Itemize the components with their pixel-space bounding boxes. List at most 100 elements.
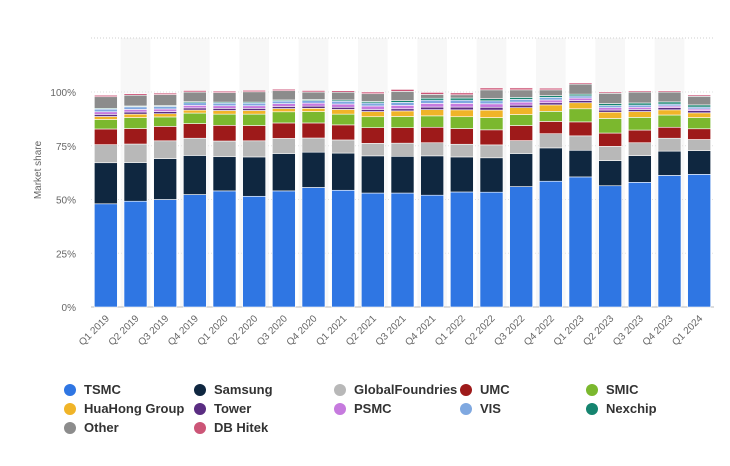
bar-segment <box>212 105 237 109</box>
bar-segment <box>153 140 177 159</box>
bar-segment <box>390 108 415 112</box>
bar-segment <box>657 114 682 128</box>
bar-segment <box>183 109 207 114</box>
bar-segment <box>450 143 474 158</box>
bar-segment <box>390 116 415 128</box>
bar-segment <box>657 126 682 139</box>
bar-segment <box>539 99 563 104</box>
bar-segment <box>628 182 652 308</box>
x-tick-label: Q2 2021 <box>344 313 379 348</box>
bar-segment <box>94 111 118 115</box>
x-tick-label: Q4 2022 <box>522 313 557 348</box>
bar-segment <box>390 105 415 110</box>
bar-segment <box>183 102 207 106</box>
legend-label: Other <box>84 420 119 435</box>
legend-item[interactable]: DB Hitek <box>194 420 268 435</box>
bar-segment <box>272 122 296 139</box>
legend-item[interactable]: GlobalFoundries <box>334 382 457 397</box>
bar-segment <box>123 113 148 118</box>
bar-segment <box>657 175 682 308</box>
bar-segment <box>420 194 444 308</box>
bar-segment <box>598 132 622 147</box>
bar-segment <box>598 107 622 111</box>
bar-segment <box>628 111 652 118</box>
bar-segment <box>153 94 177 106</box>
x-tick-label: Q4 2020 <box>285 313 320 348</box>
bar-segment <box>598 111 622 119</box>
legend-item[interactable]: Other <box>64 420 119 435</box>
bar-segment <box>568 100 593 104</box>
bar-segment <box>628 142 652 156</box>
bar-segment <box>301 137 326 153</box>
y-axis-title: Market share <box>33 140 44 199</box>
legend-item[interactable]: VIS <box>460 401 501 416</box>
bar-segment <box>450 109 474 118</box>
legend-label: DB Hitek <box>214 420 269 435</box>
bar-segment <box>568 82 593 85</box>
legend-item[interactable]: Nexchip <box>586 401 657 416</box>
bar-segment <box>450 99 474 104</box>
legend-item[interactable]: TSMC <box>64 382 121 397</box>
bar-segment <box>628 91 652 104</box>
legend-label: SMIC <box>606 382 639 397</box>
bar-segment <box>361 93 385 102</box>
bar-segment <box>687 104 711 108</box>
bar-segment <box>568 83 593 95</box>
bar-segment <box>539 87 563 91</box>
x-tick-label: Q2 2020 <box>225 313 260 348</box>
bar-segment <box>94 128 118 145</box>
bar-segment <box>212 92 237 103</box>
bar-segment <box>390 142 415 157</box>
bar-segment <box>687 110 711 114</box>
bar-segment <box>509 114 533 126</box>
bar-segment <box>123 143 148 163</box>
bar-segment <box>301 187 326 308</box>
bar-segment <box>390 155 415 194</box>
bar-segment <box>212 108 237 111</box>
bar-segment <box>123 117 148 129</box>
bar-segment <box>331 106 355 110</box>
legend-label: VIS <box>480 401 501 416</box>
bar-segment <box>331 100 355 105</box>
bar-segment <box>450 92 474 96</box>
legend-item[interactable]: UMC <box>460 382 510 397</box>
bar-segment <box>687 128 711 140</box>
bar-segment <box>657 91 682 103</box>
bar-segment <box>361 111 385 118</box>
bar-segment <box>123 111 148 115</box>
legend-item[interactable]: Samsung <box>194 382 273 397</box>
bar-segment <box>479 191 504 308</box>
bar-segment <box>687 150 711 175</box>
legend-item[interactable]: SMIC <box>586 382 639 397</box>
bar-segment <box>361 102 385 107</box>
x-tick-label: Q2 2019 <box>107 313 142 348</box>
bar-segment <box>479 98 504 102</box>
legend-label: Tower <box>214 401 252 416</box>
bar-segment <box>568 176 593 308</box>
x-tick-label: Q4 2019 <box>166 313 201 348</box>
bar-segment <box>242 105 266 109</box>
bar-segment <box>242 156 266 197</box>
bar-segment <box>539 147 563 182</box>
legend-item[interactable]: PSMC <box>334 401 392 416</box>
bar-segment <box>628 90 652 93</box>
legend-label: Nexchip <box>606 401 657 416</box>
bar-segment <box>153 113 177 118</box>
x-tick-label: Q3 2023 <box>611 313 646 348</box>
bar-segment <box>420 99 444 104</box>
bar-segment <box>420 92 444 95</box>
bar-segment <box>272 108 296 113</box>
bar-segment <box>331 113 355 126</box>
bar-segment <box>183 91 207 102</box>
bar-segment <box>301 102 326 107</box>
bar-segment <box>301 91 326 100</box>
x-tick-label: Q2 2022 <box>463 313 498 348</box>
bar-segment <box>301 100 326 104</box>
bar-segment <box>420 109 444 117</box>
bar-segment <box>657 90 682 93</box>
x-tick-label: Q4 2021 <box>403 313 438 348</box>
legend-item[interactable]: HuaHong Group <box>64 401 184 416</box>
legend-item[interactable]: Tower <box>194 401 251 416</box>
bar-segment <box>420 142 444 157</box>
bar-segment <box>509 101 533 106</box>
